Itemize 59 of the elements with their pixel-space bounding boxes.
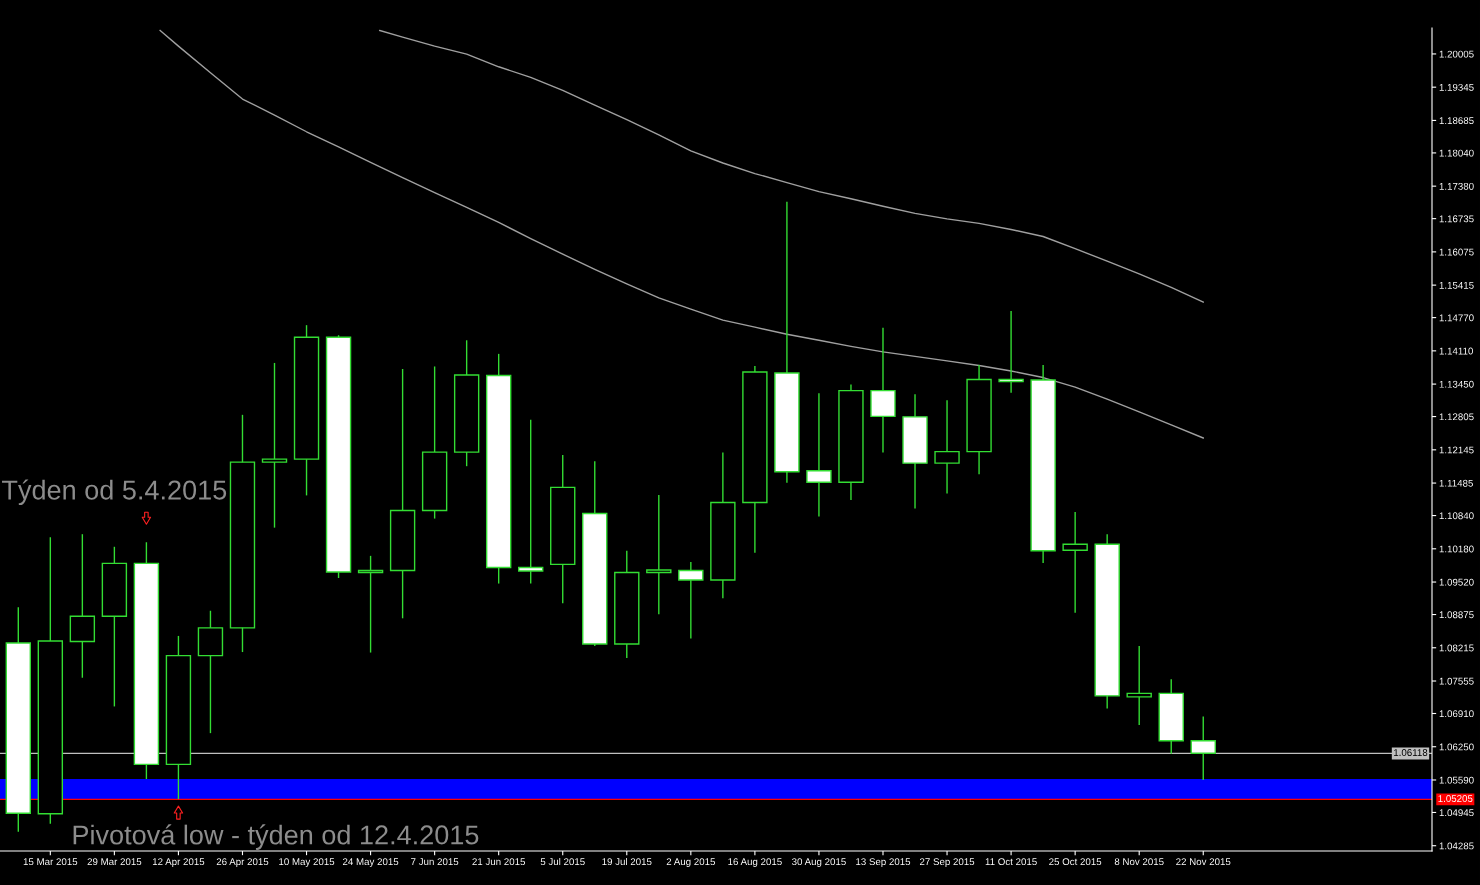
y-tick-label: 1.10180 [1439,545,1474,553]
candlestick [1126,645,1152,726]
y-tick-label: 1.07555 [1439,677,1474,685]
candlestick [934,399,960,495]
x-tick-label: 2 Aug 2015 [666,858,716,868]
x-tick-label: 26 Apr 2015 [216,858,269,868]
x-tick-label: 21 Jun 2015 [472,858,526,866]
candlestick [678,561,704,640]
candlestick [998,310,1024,394]
x-tick-label: 27 Sep 2015 [919,858,975,868]
x-tick-label: 10 May 2015 [279,858,335,868]
y-tick-label: 1.14110 [1439,347,1473,355]
x-tick-label: 29 Mar 2015 [87,858,142,866]
x-tick-label: 7 Jun 2015 [411,858,459,866]
y-tick-label: 1.08215 [1439,644,1474,652]
y-tick-label: 1.05590 [1439,776,1474,784]
x-tick-label: 16 Aug 2015 [728,858,782,868]
candlestick [261,362,288,529]
x-tick-label: 19 Jul 2015 [602,857,652,866]
x-tick-label: 30 Aug 2015 [792,858,846,868]
x-tick-label: 11 Oct 2015 [985,858,1037,866]
x-tick-label: 13 Sep 2015 [856,858,911,868]
y-tick-label: 1.06910 [1439,710,1474,718]
candlestick [646,494,672,615]
x-tick-label: 22 Nov 2015 [1176,858,1231,866]
y-tick-label: 1.04285 [1439,842,1474,850]
annotation: Týden od 5.4.2015 [2,479,227,506]
x-tick-label: 24 May 2015 [342,858,399,868]
y-tick-label: 1.13450 [1439,380,1474,388]
y-tick-label: 1.18685 [1439,117,1474,125]
ref-line-label: 1.05205 [1438,795,1473,802]
x-tick-label: 12 Apr 2015 [152,858,205,868]
y-tick-label: 1.11485 [1439,479,1473,487]
y-tick-label: 1.12805 [1439,413,1474,421]
y-tick-label: 1.14770 [1439,314,1474,322]
y-tick-label: 1.08875 [1439,611,1474,619]
y-tick-label: 1.09520 [1439,578,1474,586]
annotation: Pivotová low - týden od 12.4.2015 [73,824,479,850]
y-tick-label: 1.20005 [1439,50,1474,58]
x-tick-label: 8 Nov 2015 [1114,858,1164,866]
candlestick [806,392,832,518]
y-tick-label: 1.15415 [1439,281,1474,289]
y-tick-label: 1.19345 [1439,83,1474,91]
x-tick-label: 5 Jul 2015 [540,857,585,866]
y-tick-label: 1.17380 [1439,182,1474,190]
line-series [159,29,1204,439]
y-tick-label: 1.06250 [1439,743,1474,751]
candlestick [518,419,544,585]
y-tick-label: 1.16075 [1439,248,1474,256]
ref-line-label: 1.06118 [1394,749,1428,756]
y-tick-label: 1.10840 [1439,512,1474,520]
y-tick-label: 1.18040 [1439,149,1474,157]
x-tick-label: 25 Oct 2015 [1049,858,1102,866]
x-tick-label: 15 Mar 2015 [23,858,78,866]
y-tick-label: 1.16735 [1439,215,1474,223]
line-series [379,29,1204,303]
y-tick-label: 1.12145 [1439,446,1474,454]
candlestick [1062,511,1088,614]
y-tick-label: 1.04945 [1439,809,1474,817]
